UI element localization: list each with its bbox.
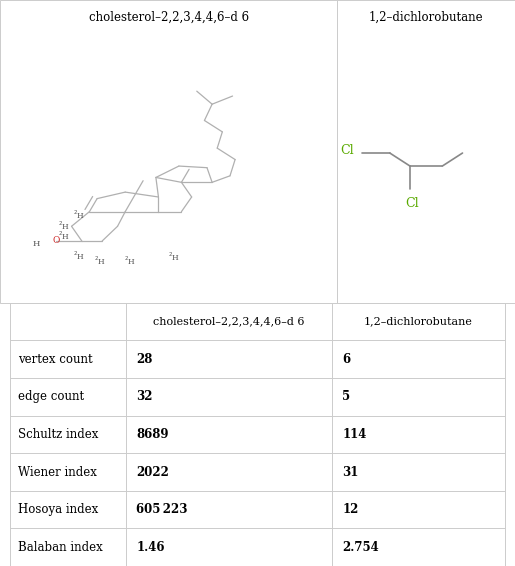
Text: Cl: Cl — [340, 144, 354, 157]
Text: $^2$H: $^2$H — [73, 209, 85, 221]
Text: Cl: Cl — [405, 198, 419, 211]
Text: 114: 114 — [342, 428, 367, 441]
Text: 1.46: 1.46 — [136, 541, 165, 554]
Text: $^2$H: $^2$H — [124, 254, 136, 267]
Text: 12: 12 — [342, 503, 359, 516]
Text: 32: 32 — [136, 391, 153, 404]
Text: $^2$H: $^2$H — [58, 220, 70, 233]
Text: 6: 6 — [342, 353, 351, 366]
Text: cholesterol–2,2,3,4,4,6–d 6: cholesterol–2,2,3,4,4,6–d 6 — [89, 11, 249, 24]
Text: cholesterol–2,2,3,4,4,6–d 6: cholesterol–2,2,3,4,4,6–d 6 — [153, 316, 305, 327]
Text: $^2$H: $^2$H — [73, 250, 85, 262]
Text: H: H — [32, 241, 40, 248]
Text: Hosoya index: Hosoya index — [18, 503, 98, 516]
Text: 31: 31 — [342, 465, 359, 478]
Text: $^2$H: $^2$H — [94, 254, 106, 267]
Text: 2022: 2022 — [136, 465, 169, 478]
Text: vertex count: vertex count — [18, 353, 93, 366]
Text: Wiener index: Wiener index — [18, 465, 97, 478]
Text: 5: 5 — [342, 391, 351, 404]
Text: 605 223: 605 223 — [136, 503, 188, 516]
Text: $^2$H: $^2$H — [58, 230, 70, 242]
Text: 8689: 8689 — [136, 428, 169, 441]
Text: $^2$H: $^2$H — [168, 251, 180, 263]
Text: O: O — [53, 237, 60, 246]
Text: 1,2–dichlorobutane: 1,2–dichlorobutane — [369, 11, 484, 24]
Text: Schultz index: Schultz index — [18, 428, 98, 441]
Text: Balaban index: Balaban index — [18, 541, 103, 554]
Text: 1,2–dichlorobutane: 1,2–dichlorobutane — [364, 316, 473, 327]
Text: 28: 28 — [136, 353, 153, 366]
Text: 2.754: 2.754 — [342, 541, 379, 554]
Text: edge count: edge count — [18, 391, 84, 404]
